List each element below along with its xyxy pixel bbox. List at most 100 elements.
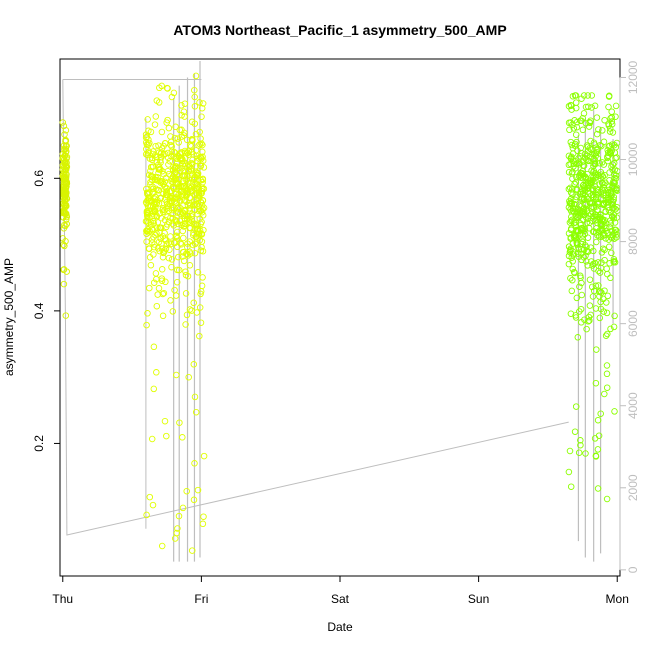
data-point [589,217,596,225]
data-point [601,246,608,253]
data-point [155,166,163,173]
data-point [185,167,193,174]
data-point [165,161,172,168]
data-point [594,186,602,194]
data-point [571,232,578,239]
data-point [176,126,184,134]
data-point [170,204,178,212]
data-point [608,108,615,115]
data-point [611,141,618,149]
data-point [148,435,156,443]
data-point [182,290,190,297]
data-point [609,129,617,136]
data-point [62,210,69,217]
data-point [186,205,193,212]
data-point [143,185,150,193]
y-right-tick-label: 4000 [626,392,640,419]
data-point [565,102,573,110]
y-right-tick-label: 10000 [626,143,640,177]
data-point [173,529,181,537]
y-right-tick-label: 8000 [626,228,640,255]
data-point [195,228,202,235]
data-point [582,173,589,181]
data-point [602,332,610,339]
data-point [603,384,611,391]
data-point [597,168,605,176]
data-point [567,275,574,282]
data-point [597,233,605,241]
data-point [171,149,179,157]
data-point [153,97,161,104]
chart-title: ATOM3 Northeast_Pacific_1 asymmetry_500_… [173,22,506,38]
data-point [600,181,608,189]
data-point [598,220,605,227]
data-point [608,147,616,154]
data-point [174,135,182,142]
data-point [181,220,189,228]
data-point [143,321,150,329]
data-point [158,275,166,282]
data-point [181,100,189,107]
data-point [158,149,165,156]
data-point [63,155,70,163]
data-point [181,113,188,120]
data-point [585,313,593,321]
data-point [161,178,169,185]
data-point [155,186,163,194]
data-point [194,184,202,191]
data-point [568,287,576,295]
data-point [199,212,207,219]
data-point [188,136,196,143]
x-tick-label: Sun [468,592,489,606]
data-point [163,185,170,193]
data-point [168,204,176,212]
data-point [62,183,70,190]
data-point [571,142,579,149]
data-point [175,512,183,520]
data-point [165,124,173,132]
data-point [607,217,614,224]
data-point [573,138,580,146]
data-point [584,248,592,255]
data-point [194,269,202,276]
y-left-tick-label: 0.4 [32,302,46,319]
data-point [578,202,585,210]
data-point [199,247,207,255]
data-point [145,148,153,155]
data-point [589,209,597,216]
data-point [569,185,576,193]
data-point [576,283,583,290]
data-point [60,280,68,288]
data-point [147,128,155,136]
data-point [587,137,594,145]
data-point [584,143,592,151]
data-point [143,238,150,245]
data-point [569,265,576,273]
data-point [174,228,181,236]
data-point [570,125,578,132]
data-point [174,266,181,274]
data-point [162,278,169,286]
data-point [599,201,606,208]
data-point [179,434,186,441]
data-point [605,243,613,251]
data-point [571,428,579,435]
data-point [591,102,599,110]
data-point [175,253,182,261]
data-point [192,162,199,170]
data-point [196,99,203,106]
data-point [589,169,597,176]
data-point [163,119,170,126]
data-point [603,299,610,306]
data-point [144,211,151,219]
data-point [174,243,181,251]
data-point [197,177,205,184]
data-point [174,525,181,532]
data-point [569,258,576,265]
data-point [609,231,616,239]
data-point [567,235,574,242]
data-point [580,227,588,235]
data-point [603,309,611,317]
data-point [200,226,207,234]
data-point [597,288,604,295]
